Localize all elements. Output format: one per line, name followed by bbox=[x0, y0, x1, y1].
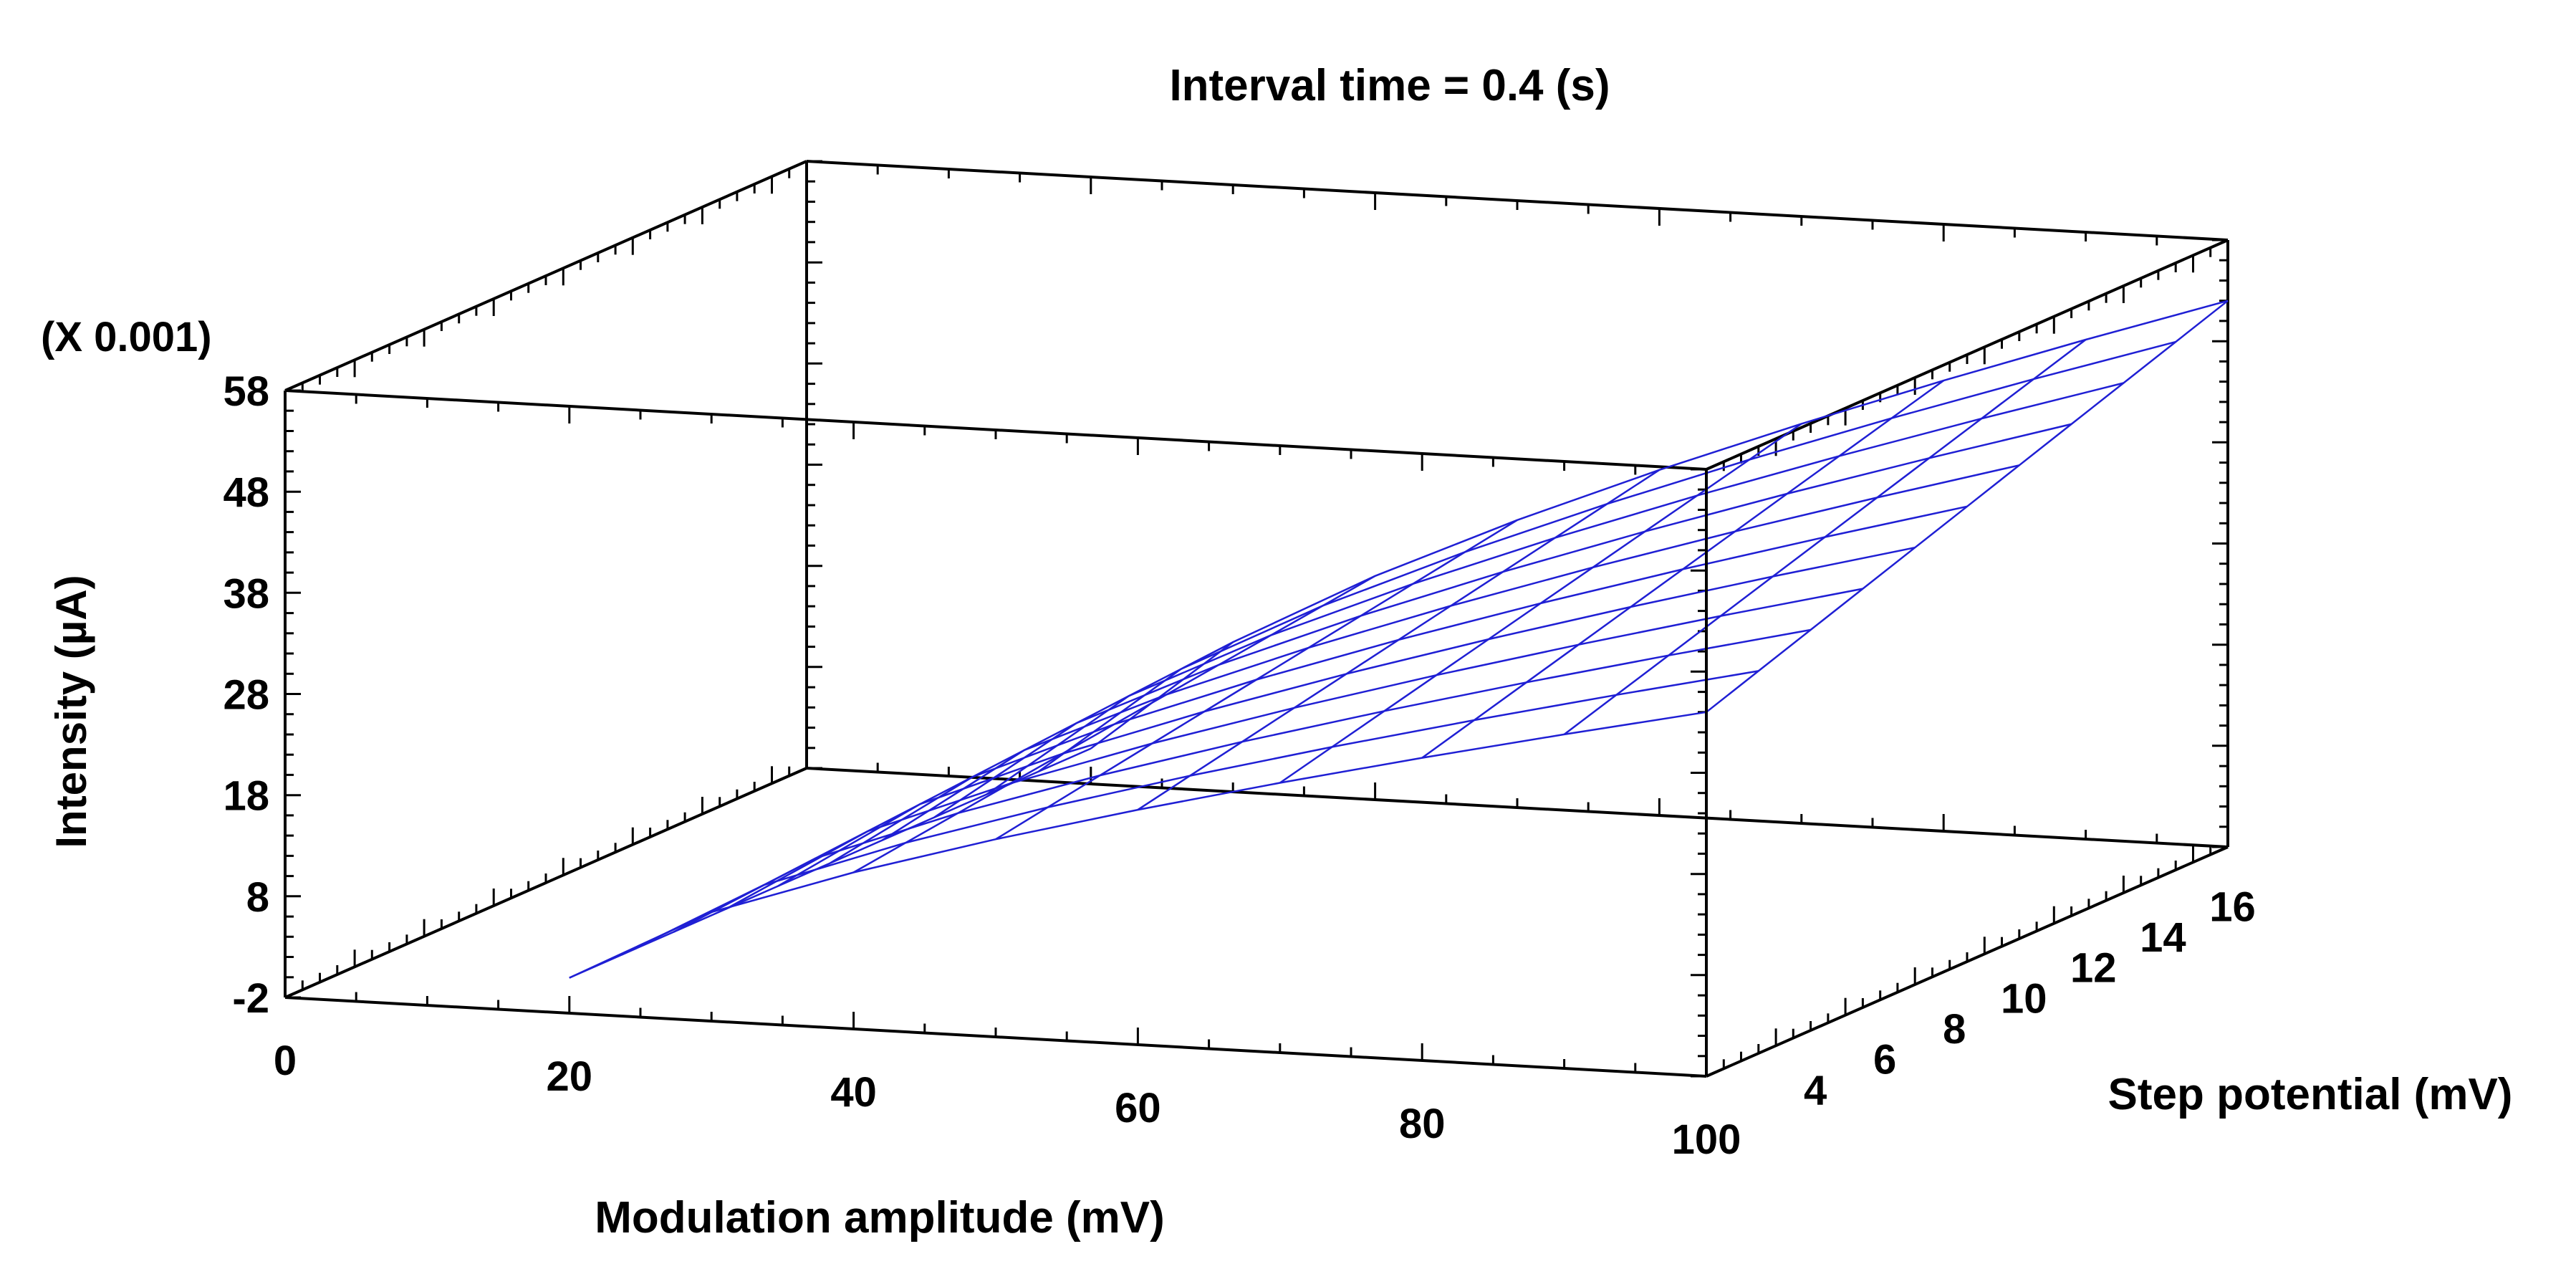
surface-line-x bbox=[881, 464, 2020, 841]
box-front bbox=[284, 469, 2229, 1078]
box-edge bbox=[284, 996, 1707, 1078]
y-tick-label: 4 bbox=[1804, 1067, 1827, 1114]
y-axis-label: Step potential (mV) bbox=[2108, 1070, 2513, 1119]
surface-line-y bbox=[1563, 339, 2087, 735]
z-tick-label: 8 bbox=[246, 874, 269, 921]
x-tick-label: 40 bbox=[830, 1069, 877, 1116]
x-tick-label: 80 bbox=[1399, 1101, 1446, 1147]
box-back bbox=[284, 160, 2229, 999]
x-tick-label: 60 bbox=[1115, 1085, 1161, 1131]
x-tick-label: 20 bbox=[547, 1053, 593, 1100]
surface-line-x bbox=[933, 423, 2072, 818]
y-tick-label: 12 bbox=[2070, 945, 2117, 992]
z-tick-label: 28 bbox=[223, 672, 269, 719]
surface-line-x bbox=[621, 670, 1759, 956]
z-tick-label: 48 bbox=[223, 469, 269, 516]
surface-line-y bbox=[1279, 423, 1802, 784]
z-multiplier: (X 0.001) bbox=[41, 314, 212, 360]
box-edge bbox=[1706, 846, 2229, 1078]
x-tick-label: 100 bbox=[1672, 1116, 1741, 1163]
surface-line-y bbox=[711, 641, 1234, 914]
surface-mesh bbox=[569, 300, 2229, 979]
surface-line-y bbox=[1706, 300, 2229, 713]
surface-line-x bbox=[830, 505, 1968, 864]
x-axis-label: Modulation amplitude (mV) bbox=[595, 1193, 1165, 1243]
y-tick-label: 14 bbox=[2140, 914, 2186, 961]
z-tick-labels: -2 8 18 28 38 48 58 bbox=[223, 368, 269, 1022]
z-tick-label: 58 bbox=[223, 368, 269, 415]
x-tick-label: 0 bbox=[274, 1038, 297, 1084]
x-tick-labels: 0 20 40 60 80 100 bbox=[274, 1038, 1741, 1163]
surface-line-x bbox=[986, 382, 2124, 795]
surface-line-x bbox=[1090, 300, 2229, 750]
y-tick-label: 8 bbox=[1943, 1006, 1966, 1053]
box-ticks bbox=[284, 160, 2229, 1078]
surface-line-y bbox=[852, 575, 1376, 873]
surface-line-y bbox=[995, 519, 1518, 841]
surface-line-x bbox=[673, 628, 1811, 933]
z-tick-label: 18 bbox=[223, 773, 269, 820]
z-tick-label: 38 bbox=[223, 570, 269, 617]
surface-line-y bbox=[1137, 469, 1661, 811]
y-tick-label: 6 bbox=[1873, 1037, 1896, 1083]
z-tick-label: -2 bbox=[232, 975, 269, 1022]
y-tick-labels: 46 8 10 12 14 16 bbox=[1804, 884, 2256, 1114]
y-tick-label: 16 bbox=[2209, 884, 2256, 930]
chart-title: Interval time = 0.4 (s) bbox=[1169, 61, 1610, 110]
surface-line-y bbox=[1421, 380, 1944, 759]
z-axis-label: Intensity (µA) bbox=[47, 575, 95, 848]
y-tick-label: 10 bbox=[2001, 975, 2047, 1022]
